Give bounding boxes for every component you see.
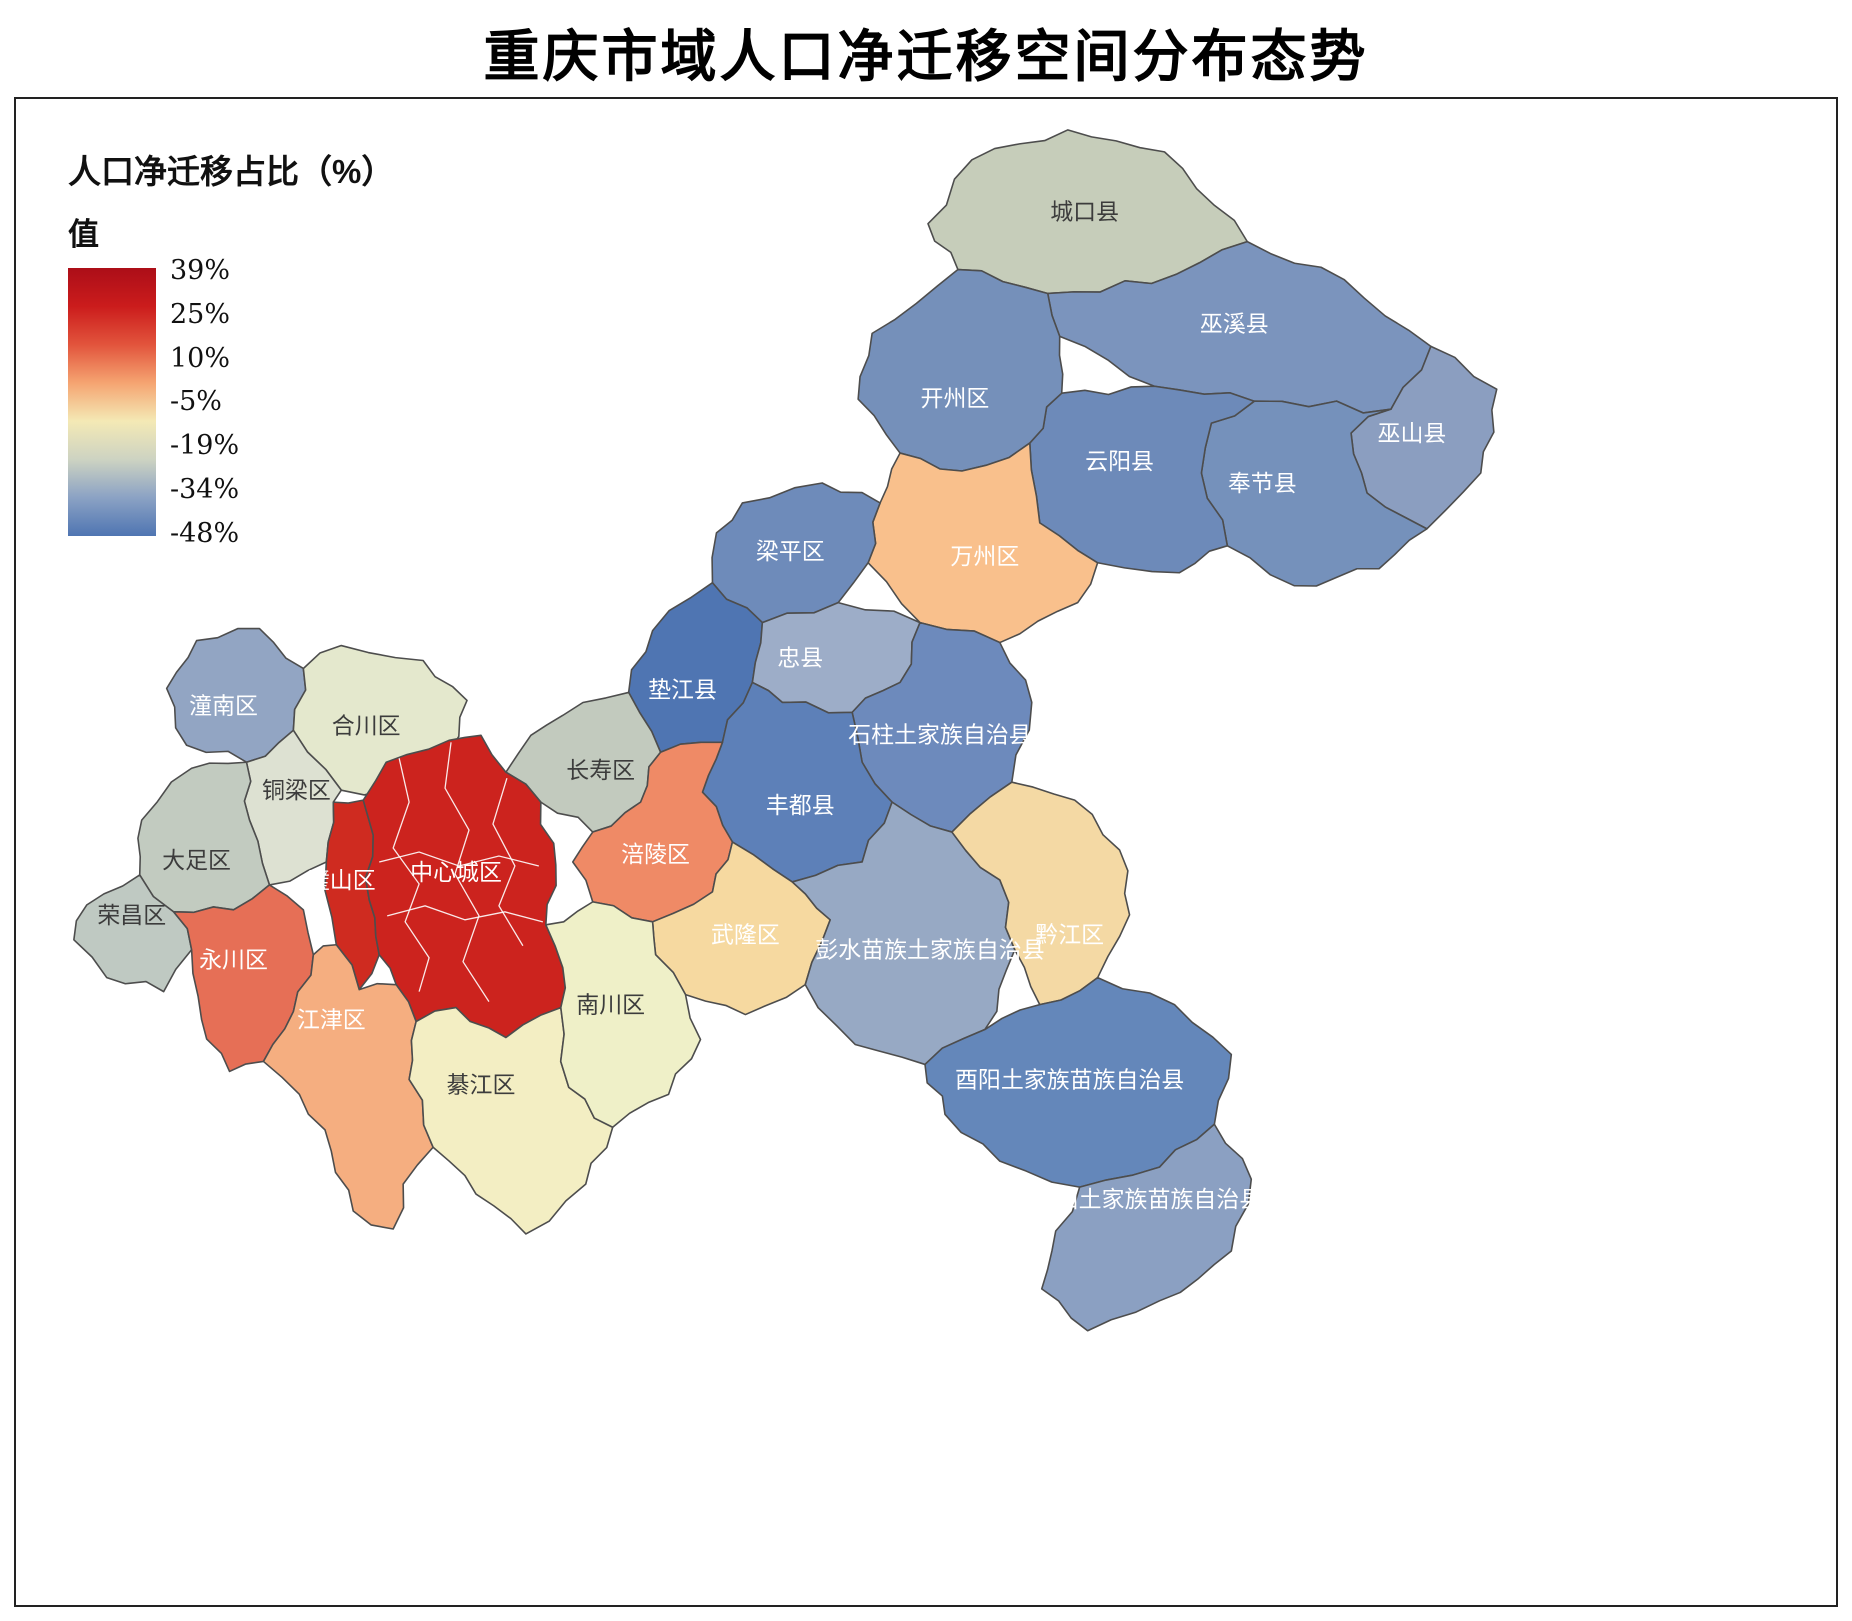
legend-gradient-bar <box>68 268 156 536</box>
region-label-fengjie: 奉节县 <box>1228 470 1297 496</box>
legend-stop-label: -34% <box>170 474 240 506</box>
region-label-dazu: 大足区 <box>162 847 231 873</box>
region-label-wanzhou: 万州区 <box>950 543 1019 569</box>
central-subdistrict-line <box>444 742 490 1002</box>
region-label-nanchuan: 南川区 <box>576 992 645 1018</box>
region-label-qianjiang: 黔江区 <box>1035 922 1104 948</box>
legend-body: 39% 25% 10% -5% -19% -34% -48% <box>68 255 394 549</box>
central-subdistrict-line <box>392 758 430 992</box>
region-label-hechuan: 合川区 <box>332 712 401 738</box>
legend-stop-label: -19% <box>170 430 240 462</box>
region-liangping <box>711 482 881 624</box>
region-xiushan <box>1040 1123 1253 1332</box>
region-label-tongnan: 潼南区 <box>189 692 258 718</box>
region-label-tongliang: 铜梁区 <box>262 777 331 803</box>
central-subdistrict-line <box>379 851 540 867</box>
legend-stop-label: 25% <box>170 298 231 330</box>
legend-stop-label: 10% <box>170 342 231 374</box>
region-label-rongchang: 荣昌区 <box>97 902 166 928</box>
central-subdistrict-line <box>387 905 544 923</box>
region-rongchang <box>73 874 193 993</box>
region-nanchuan <box>545 901 702 1129</box>
region-label-liangping: 梁平区 <box>756 538 825 564</box>
legend-subtitle: 值 <box>68 217 99 252</box>
legend: 人口净迁移占比（%） 值 39% 25% 10% -5% -19% -34% -48% <box>68 145 394 549</box>
region-label-changshou: 长寿区 <box>566 757 635 783</box>
region-youyang <box>924 976 1233 1188</box>
region-label-yunyang: 云阳县 <box>1085 448 1154 474</box>
region-label-fengdu: 丰都县 <box>766 792 835 818</box>
region-label-bishan: 璧山区 <box>307 867 376 893</box>
legend-stop-label: -48% <box>170 517 240 549</box>
map-frame: 城口县巫溪县巫山县奉节县 云阳县 开州区万州区 梁平区垫江县 忠县石柱土家族自治县丰都县… <box>14 97 1838 1607</box>
page-title: 重庆市域人口净迁移空间分布态势 <box>483 25 1369 88</box>
region-qianjiang <box>951 781 1131 1006</box>
legend-stop-label: -5% <box>170 386 222 418</box>
region-label-yongchuan: 永川区 <box>199 947 268 973</box>
region-dazu <box>137 761 271 914</box>
region-label-youyang: 酉阳土家族苗族自治县 <box>955 1066 1184 1092</box>
region-label-zhongxian: 忠县 <box>777 645 823 671</box>
legend-title: 人口净迁移占比（%） <box>68 153 395 190</box>
region-label-chengkou: 城口县 <box>1050 199 1119 225</box>
region-label-dianjiang: 垫江县 <box>648 676 717 702</box>
region-label-fuling: 涪陵区 <box>621 841 690 867</box>
region-label-xiushan: 秀山土家族苗族自治县 <box>1033 1186 1262 1212</box>
region-label-wushan: 巫山县 <box>1378 420 1447 446</box>
region-label-pengshui: 彭水苗族土家族自治县 <box>815 937 1044 963</box>
region-label-jiangjin: 江津区 <box>297 1007 366 1033</box>
region-kaizhou <box>857 268 1064 472</box>
region-qijiang <box>408 1006 614 1235</box>
region-label-zhongxin: 中心城区 <box>410 859 502 885</box>
region-label-qijiang: 綦江区 <box>447 1071 516 1097</box>
region-label-kaizhou: 开州区 <box>921 385 990 411</box>
region-label-wulong: 武隆区 <box>711 922 780 948</box>
central-subdistrict-line <box>492 778 524 947</box>
legend-stop-label: 39% <box>170 255 231 286</box>
region-label-wuxi: 巫溪县 <box>1200 310 1269 336</box>
legend-labels: 39% 25% 10% -5% -19% -34% -48% <box>170 255 239 549</box>
region-label-shizhu: 石柱土家族自治县 <box>848 721 1032 747</box>
region-pengshui <box>791 801 1016 1066</box>
